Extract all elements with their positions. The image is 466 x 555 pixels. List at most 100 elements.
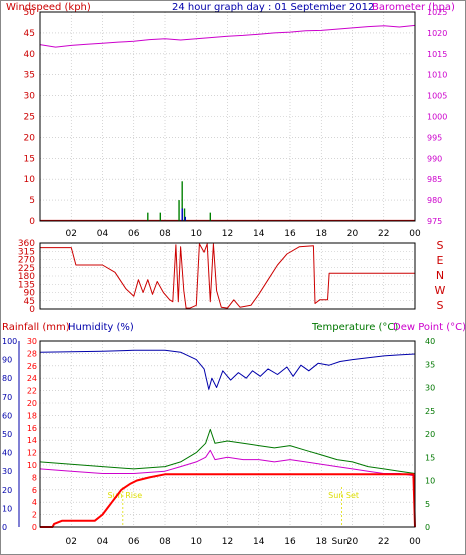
- temperature-tick-label: 10: [425, 477, 435, 486]
- humidity-tick-label: 70: [2, 393, 12, 402]
- barometer-line: [39, 24, 416, 48]
- sun-x-overlap-label: Sun: [331, 537, 348, 547]
- humidity-tick-label: 20: [2, 486, 12, 495]
- temperature-line: [39, 428, 416, 474]
- rainfall-tick-label: 14: [27, 436, 37, 445]
- temperature-tick-label: 40: [425, 337, 435, 346]
- climate-x-tick-label: 00: [409, 537, 421, 547]
- wind-x-tick-label: 00: [409, 229, 421, 239]
- windspeed-tick-label: 0: [29, 217, 35, 227]
- humidity-tick-label: 100: [2, 337, 17, 346]
- climate-x-tick-label: 10: [191, 537, 203, 547]
- chart-title: 24 hour graph day : 01 September 2012: [172, 2, 374, 13]
- humidity-tick-label: 30: [2, 467, 12, 476]
- direction-plot-frame: [39, 242, 416, 310]
- rainfall-tick-label: 2: [32, 511, 37, 520]
- humidity-tick-label: 80: [2, 374, 12, 383]
- direction-tick-label: 135: [18, 280, 35, 290]
- climate-x-tick-label: 20: [347, 537, 359, 547]
- rainfall-tick-label: 10: [27, 461, 37, 470]
- wind-x-tick-label: 08: [159, 229, 171, 239]
- wind-x-tick-label: 12: [222, 229, 233, 239]
- rainfall-tick-label: 18: [27, 411, 37, 420]
- windspeed-axis-label: Windspeed (kph): [6, 2, 91, 13]
- windspeed-tick-label: 35: [24, 71, 35, 81]
- dewpoint-line: [39, 449, 416, 477]
- barometer-tick-label: 975: [427, 217, 442, 226]
- humidity-tick-label: 90: [2, 356, 12, 365]
- dewpoint-axis-label: Dew Point (°C): [393, 322, 466, 333]
- humidity-line: [39, 349, 416, 390]
- direction-tick-label: 180: [18, 272, 35, 282]
- direction-cardinal-label: S: [437, 299, 444, 312]
- windspeed-tick-label: 45: [24, 29, 35, 39]
- rainfall-tick-label: 16: [27, 424, 37, 433]
- barometer-tick-label: 1025: [427, 8, 447, 17]
- wind-x-tick-label: 20: [347, 229, 359, 239]
- temperature-tick-label: 30: [425, 384, 435, 393]
- barometer-tick-label: 980: [427, 196, 442, 205]
- windspeed-tick-label: 25: [24, 113, 35, 123]
- climate-x-tick-label: 22: [378, 537, 389, 547]
- barometer-tick-label: 990: [427, 154, 442, 163]
- temperature-tick-label: 20: [425, 430, 435, 439]
- windspeed-tick-label: 20: [24, 133, 36, 143]
- barometer-axis-label: Barometer (hpa): [372, 2, 455, 13]
- barometer-tick-label: 1020: [427, 29, 447, 38]
- windspeed-tick-label: 50: [24, 8, 36, 18]
- wind-x-tick-label: 02: [66, 229, 77, 239]
- temperature-tick-label: 5: [425, 500, 430, 509]
- climate-x-tick-label: 16: [284, 537, 296, 547]
- barometer-tick-label: 1005: [427, 92, 447, 101]
- rainfall-tick-label: 24: [27, 374, 37, 383]
- climate-x-tick-label: 04: [97, 537, 109, 547]
- climate-x-tick-label: 14: [253, 537, 265, 547]
- rainfall-tick-label: 20: [27, 399, 37, 408]
- climate-x-tick-label: 06: [128, 537, 140, 547]
- direction-tick-label: 0: [29, 305, 35, 315]
- rainfall-tick-label: 26: [27, 362, 37, 371]
- rainfall-tick-label: 6: [32, 486, 37, 495]
- direction-tick-label: 270: [18, 256, 35, 266]
- humidity-tick-label: 50: [2, 430, 12, 439]
- windspeed-tick-label: 40: [24, 50, 36, 60]
- rainfall-line: [40, 473, 416, 528]
- rainfall-tick-label: 12: [27, 449, 37, 458]
- temperature-tick-label: 35: [425, 360, 435, 369]
- direction-cardinal-label: E: [437, 254, 444, 267]
- direction-tick-label: 315: [18, 247, 35, 257]
- direction-cardinal-label: S: [437, 239, 444, 252]
- wind-x-tick-label: 14: [253, 229, 265, 239]
- direction-cardinal-label: W: [435, 284, 446, 297]
- humidity-axis-label: Humidity (%): [68, 322, 134, 333]
- humidity-tick-label: 60: [2, 411, 12, 420]
- wind-x-tick-label: 22: [378, 229, 389, 239]
- rainfall-tick-label: 8: [32, 473, 37, 482]
- windspeed-tick-label: 10: [24, 175, 36, 185]
- temperature-tick-label: 15: [425, 453, 435, 462]
- sunset-label: Sun Set: [328, 491, 359, 500]
- climate-x-tick-label: 18: [316, 537, 328, 547]
- windspeed-tick-label: 30: [24, 92, 36, 102]
- rainfall-tick-label: 4: [32, 498, 37, 507]
- barometer-tick-label: 985: [427, 175, 442, 184]
- barometer-tick-label: 1010: [427, 71, 447, 80]
- chart-layer: 0510152025303540455097598098599099510001…: [2, 8, 447, 547]
- climate-x-tick-label: 08: [159, 537, 171, 547]
- direction-line: [40, 243, 415, 309]
- temperature-axis-label: Temperature (°C): [311, 322, 398, 333]
- rainfall-axis-label: Rainfall (mm): [2, 322, 70, 333]
- barometer-tick-label: 1015: [427, 50, 447, 59]
- climate-x-tick-label: 12: [222, 537, 233, 547]
- windspeed-tick-label: 5: [29, 196, 35, 206]
- temperature-tick-label: 25: [425, 407, 435, 416]
- humidity-tick-label: 10: [2, 504, 12, 513]
- wind-plot-frame: [39, 11, 416, 222]
- climate-plot-frame: [39, 340, 416, 528]
- wind-x-tick-label: 10: [191, 229, 203, 239]
- rainfall-tick-label: 22: [27, 387, 37, 396]
- barometer-tick-label: 995: [427, 133, 442, 142]
- humidity-tick-label: 0: [2, 523, 7, 532]
